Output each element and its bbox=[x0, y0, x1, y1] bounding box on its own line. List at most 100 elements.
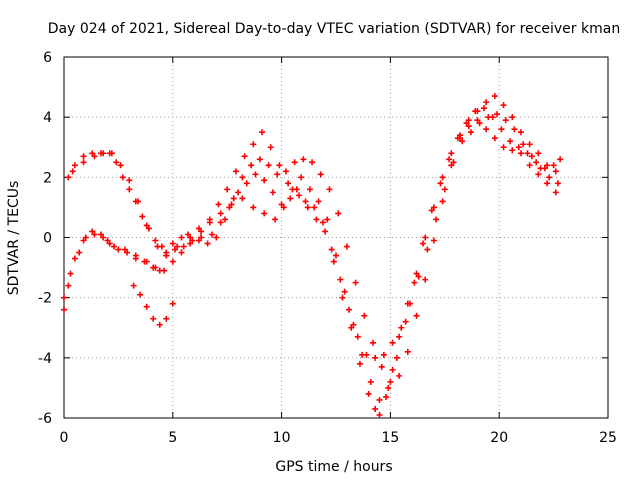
data-point bbox=[132, 255, 139, 262]
data-point bbox=[248, 162, 255, 169]
data-point bbox=[206, 219, 213, 226]
data-point bbox=[100, 150, 107, 157]
x-tick-label: 5 bbox=[168, 430, 177, 446]
data-point bbox=[411, 279, 418, 286]
data-point bbox=[156, 267, 163, 274]
data-point bbox=[261, 177, 268, 184]
x-tick-label: 0 bbox=[60, 430, 69, 446]
data-point bbox=[261, 210, 268, 217]
y-tick-label: -6 bbox=[38, 411, 52, 427]
data-point bbox=[428, 207, 435, 214]
data-point bbox=[524, 150, 531, 157]
data-point bbox=[222, 216, 229, 223]
data-point bbox=[474, 117, 481, 124]
data-point bbox=[333, 252, 339, 259]
data-point bbox=[330, 258, 337, 265]
data-point bbox=[80, 153, 87, 160]
data-point bbox=[111, 243, 118, 250]
data-point bbox=[115, 246, 122, 253]
data-point bbox=[178, 234, 185, 241]
data-point bbox=[389, 366, 396, 373]
data-point bbox=[454, 135, 461, 142]
data-point bbox=[415, 273, 422, 280]
data-point bbox=[328, 246, 335, 253]
data-point bbox=[126, 186, 133, 193]
data-point bbox=[285, 180, 292, 187]
data-point bbox=[250, 141, 257, 148]
data-point bbox=[398, 324, 405, 331]
data-point bbox=[150, 315, 157, 322]
data-point bbox=[372, 354, 379, 361]
data-point bbox=[439, 198, 446, 205]
data-point bbox=[500, 102, 507, 109]
data-point bbox=[546, 174, 553, 181]
data-point bbox=[376, 411, 383, 418]
data-point bbox=[346, 306, 353, 313]
data-point bbox=[552, 168, 559, 175]
data-point bbox=[517, 150, 524, 157]
data-point bbox=[195, 225, 202, 232]
data-point bbox=[298, 174, 305, 181]
data-point bbox=[61, 306, 67, 313]
y-tick-label: 6 bbox=[43, 50, 52, 66]
data-point bbox=[89, 228, 96, 235]
data-point bbox=[126, 177, 133, 184]
data-point bbox=[365, 390, 372, 397]
data-point bbox=[509, 147, 516, 154]
data-point bbox=[387, 378, 394, 385]
data-point bbox=[139, 213, 146, 220]
data-point bbox=[313, 216, 320, 223]
data-point bbox=[396, 333, 403, 340]
data-point bbox=[134, 198, 141, 205]
data-point bbox=[226, 204, 233, 211]
data-point bbox=[343, 243, 350, 250]
data-point bbox=[463, 120, 470, 127]
data-point bbox=[215, 201, 222, 208]
data-point bbox=[143, 303, 150, 310]
data-point bbox=[300, 156, 307, 163]
data-point bbox=[376, 396, 383, 403]
data-point bbox=[61, 294, 67, 301]
data-point bbox=[491, 93, 498, 100]
data-point bbox=[241, 153, 248, 160]
data-point bbox=[230, 195, 237, 202]
data-point bbox=[396, 372, 403, 379]
data-point bbox=[319, 219, 326, 226]
data-point bbox=[185, 231, 192, 238]
data-point bbox=[195, 237, 202, 244]
data-point bbox=[296, 192, 303, 199]
data-point bbox=[369, 339, 376, 346]
data-point bbox=[517, 129, 524, 136]
x-tick-label: 10 bbox=[273, 430, 291, 446]
data-point bbox=[228, 201, 235, 208]
data-point bbox=[287, 195, 294, 202]
data-point bbox=[554, 180, 561, 187]
y-axis-label: SDTVAR / TECUs bbox=[6, 181, 22, 296]
data-point bbox=[465, 117, 472, 124]
data-point bbox=[500, 144, 507, 151]
data-point bbox=[256, 156, 263, 163]
data-point bbox=[309, 159, 316, 166]
data-point bbox=[239, 195, 246, 202]
data-point bbox=[406, 300, 413, 307]
data-point bbox=[217, 219, 224, 226]
data-point bbox=[80, 159, 87, 166]
data-point bbox=[276, 162, 283, 169]
data-point bbox=[465, 123, 472, 130]
data-point bbox=[124, 249, 131, 256]
data-point bbox=[348, 324, 355, 331]
data-point bbox=[150, 264, 157, 271]
data-point bbox=[143, 222, 150, 229]
data-point bbox=[528, 153, 535, 160]
data-point bbox=[520, 141, 527, 148]
data-point bbox=[252, 171, 259, 178]
y-tick-label: -2 bbox=[38, 291, 52, 307]
series-5 bbox=[130, 282, 176, 328]
data-point bbox=[91, 231, 98, 238]
data-point bbox=[324, 216, 331, 223]
data-point bbox=[422, 234, 429, 241]
data-point bbox=[80, 237, 87, 244]
y-tick-label: 0 bbox=[43, 231, 52, 247]
series-4 bbox=[69, 105, 564, 403]
data-point bbox=[169, 258, 176, 265]
